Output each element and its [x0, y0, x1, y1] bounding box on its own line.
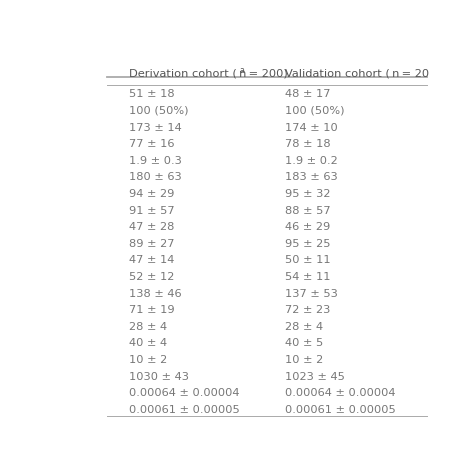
- Text: 52 ± 12: 52 ± 12: [129, 272, 174, 282]
- Text: 95 ± 25: 95 ± 25: [285, 239, 331, 249]
- Text: 1023 ± 45: 1023 ± 45: [285, 372, 345, 382]
- Text: 10 ± 2: 10 ± 2: [129, 355, 167, 365]
- Text: 100 (50%): 100 (50%): [129, 106, 189, 116]
- Text: 50 ± 11: 50 ± 11: [285, 255, 331, 265]
- Text: 51 ± 18: 51 ± 18: [129, 90, 175, 100]
- Text: 47 ± 14: 47 ± 14: [129, 255, 174, 265]
- Text: 173 ± 14: 173 ± 14: [129, 123, 182, 133]
- Text: 48 ± 17: 48 ± 17: [285, 90, 331, 100]
- Text: 183 ± 63: 183 ± 63: [285, 173, 338, 182]
- Text: 0.00064 ± 0.00004: 0.00064 ± 0.00004: [285, 388, 396, 398]
- Text: 100 (50%): 100 (50%): [285, 106, 345, 116]
- Text: 91 ± 57: 91 ± 57: [129, 206, 175, 216]
- Text: 88 ± 57: 88 ± 57: [285, 206, 331, 216]
- Text: 10 ± 2: 10 ± 2: [285, 355, 323, 365]
- Text: 1.9 ± 0.2: 1.9 ± 0.2: [285, 156, 338, 166]
- Text: 72 ± 23: 72 ± 23: [285, 305, 330, 315]
- Text: Validation cohort ( n = 20: Validation cohort ( n = 20: [285, 69, 429, 79]
- Text: 0.00064 ± 0.00004: 0.00064 ± 0.00004: [129, 388, 239, 398]
- Text: 28 ± 4: 28 ± 4: [285, 322, 323, 332]
- Text: 77 ± 16: 77 ± 16: [129, 139, 174, 149]
- Text: 94 ± 29: 94 ± 29: [129, 189, 174, 199]
- Text: 40 ± 5: 40 ± 5: [285, 338, 323, 348]
- Text: 0.00061 ± 0.00005: 0.00061 ± 0.00005: [285, 405, 396, 415]
- Text: 180 ± 63: 180 ± 63: [129, 173, 182, 182]
- Text: 54 ± 11: 54 ± 11: [285, 272, 331, 282]
- Text: 0.00061 ± 0.00005: 0.00061 ± 0.00005: [129, 405, 240, 415]
- Text: 89 ± 27: 89 ± 27: [129, 239, 174, 249]
- Text: 28 ± 4: 28 ± 4: [129, 322, 167, 332]
- Text: 1.9 ± 0.3: 1.9 ± 0.3: [129, 156, 182, 166]
- Text: a: a: [240, 66, 245, 75]
- Text: 78 ± 18: 78 ± 18: [285, 139, 331, 149]
- Text: 46 ± 29: 46 ± 29: [285, 222, 330, 232]
- Text: 1030 ± 43: 1030 ± 43: [129, 372, 189, 382]
- Text: 47 ± 28: 47 ± 28: [129, 222, 174, 232]
- Text: Derivation cohort ( n = 200): Derivation cohort ( n = 200): [129, 69, 288, 79]
- Text: 138 ± 46: 138 ± 46: [129, 289, 182, 299]
- Text: 95 ± 32: 95 ± 32: [285, 189, 331, 199]
- Text: 71 ± 19: 71 ± 19: [129, 305, 175, 315]
- Text: 174 ± 10: 174 ± 10: [285, 123, 338, 133]
- Text: 40 ± 4: 40 ± 4: [129, 338, 167, 348]
- Text: 137 ± 53: 137 ± 53: [285, 289, 338, 299]
